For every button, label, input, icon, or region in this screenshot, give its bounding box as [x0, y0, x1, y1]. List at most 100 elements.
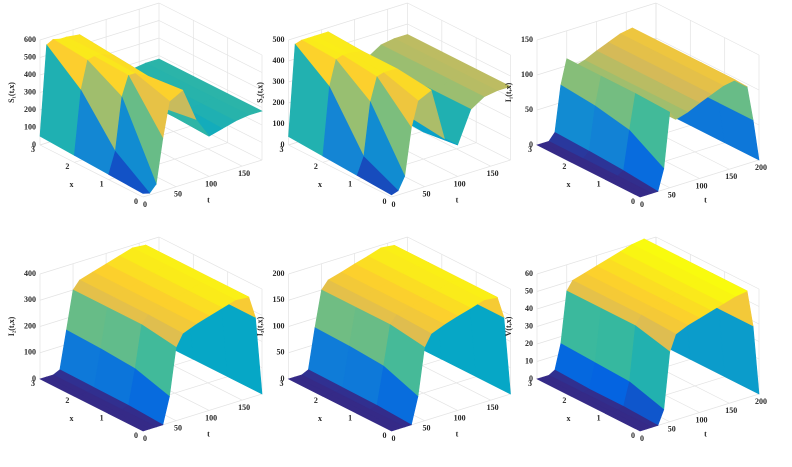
z-axis-label: S₂(t,x)	[255, 82, 264, 103]
x-tick-label: 2	[314, 396, 318, 405]
z-tick-label: 30	[525, 321, 533, 330]
grid-line	[288, 144, 392, 198]
z-tick-label: 100	[24, 348, 36, 357]
x-tick-label: 1	[348, 179, 352, 188]
z-tick-label: 0	[281, 140, 285, 149]
x-tick-label: 2	[65, 396, 69, 405]
grid-line	[288, 2, 408, 41]
x-tick-label: 3	[528, 379, 532, 388]
grid-line	[39, 2, 160, 41]
grid-line	[158, 20, 263, 73]
z-tick-label: 0	[529, 374, 533, 383]
t-tick-label: 200	[755, 397, 767, 406]
x-tick-label: 0	[383, 431, 387, 440]
t-axis-label: t	[704, 429, 707, 438]
t-tick-label: 0	[640, 434, 644, 443]
t-tick-label: 0	[392, 434, 396, 443]
t-tick-label: 150	[487, 403, 499, 412]
t-tick-label: 50	[423, 424, 431, 433]
z-axis-label: V(t,x)	[504, 316, 513, 336]
z-tick-label: 100	[521, 70, 533, 79]
z-tick-label: 50	[525, 286, 533, 295]
grid-line	[655, 236, 760, 290]
z-axis-label: I₃(t,x)	[255, 316, 264, 336]
t-axis-label: t	[207, 429, 210, 438]
grid-line	[407, 236, 511, 290]
grid-line	[39, 144, 144, 198]
t-tick-label: 100	[454, 413, 466, 422]
z-tick-label: 400	[24, 269, 36, 278]
x-axis-label: x	[567, 180, 571, 189]
x-tick-label: 3	[280, 145, 284, 154]
z-tick-label: 100	[24, 122, 36, 131]
surface-patch	[604, 411, 647, 432]
grid-line	[536, 2, 657, 41]
x-tick-label: 2	[65, 162, 69, 171]
x-tick-label: 2	[562, 162, 566, 171]
z-tick-label: 300	[24, 295, 36, 304]
t-tick-label: 0	[143, 434, 147, 443]
x-tick-label: 0	[631, 431, 635, 440]
t-tick-label: 50	[668, 191, 676, 200]
z-tick-label: 200	[273, 269, 285, 278]
z-tick-label: 400	[24, 70, 36, 79]
x-axis-label: x	[70, 180, 74, 189]
x-tick-label: 1	[597, 413, 601, 422]
t-tick-label: 200	[755, 163, 767, 172]
grid-line	[158, 236, 263, 290]
grid-line	[288, 236, 408, 275]
x-tick-label: 3	[31, 145, 35, 154]
grid-line	[158, 2, 263, 56]
x-tick-label: 0	[631, 197, 635, 206]
z-tick-label: 50	[525, 105, 533, 114]
x-axis-label: x	[70, 414, 74, 423]
z-tick-label: 50	[277, 348, 285, 357]
z-tick-label: 10	[525, 356, 533, 365]
z-tick-label: 200	[273, 98, 285, 107]
grid-line	[407, 23, 511, 77]
t-tick-label: 50	[423, 190, 431, 199]
x-axis-label: x	[318, 414, 322, 423]
z-tick-label: 0	[529, 140, 533, 149]
z-tick-label: 60	[525, 269, 533, 278]
x-tick-label: 1	[100, 179, 104, 188]
z-tick-label: 100	[273, 119, 285, 128]
t-tick-label: 100	[205, 179, 217, 188]
z-tick-label: 40	[525, 304, 533, 313]
x-tick-label: 1	[597, 179, 601, 188]
z-tick-label: 400	[273, 56, 285, 65]
z-tick-label: 0	[281, 374, 285, 383]
z-tick-label: 150	[273, 295, 285, 304]
x-tick-label: 0	[134, 431, 138, 440]
surface-patch	[220, 299, 263, 395]
t-tick-label: 100	[696, 415, 708, 424]
t-axis-label: t	[704, 195, 707, 204]
grid-line	[391, 159, 511, 198]
z-tick-label: 0	[32, 374, 36, 383]
x-tick-label: 1	[100, 413, 104, 422]
t-tick-label: 0	[392, 200, 396, 209]
z-tick-label: 100	[273, 321, 285, 330]
z-axis-label: I₁(t,x)	[504, 82, 513, 102]
t-axis-label: t	[456, 429, 459, 438]
surface-patch	[356, 411, 399, 432]
grid-line	[655, 2, 760, 56]
z-tick-label: 300	[24, 87, 36, 96]
grid-line	[158, 55, 263, 108]
t-tick-label: 0	[143, 200, 147, 209]
x-tick-label: 0	[134, 197, 138, 206]
x-tick-label: 3	[280, 379, 284, 388]
t-tick-label: 50	[174, 424, 182, 433]
surface-patch	[107, 411, 151, 432]
t-axis-label: t	[207, 195, 210, 204]
t-axis-label: t	[456, 195, 459, 204]
x-tick-label: 3	[528, 145, 532, 154]
z-tick-label: 200	[24, 105, 36, 114]
z-tick-label: 200	[24, 321, 36, 330]
x-tick-label: 3	[31, 379, 35, 388]
grid-line	[158, 37, 263, 91]
